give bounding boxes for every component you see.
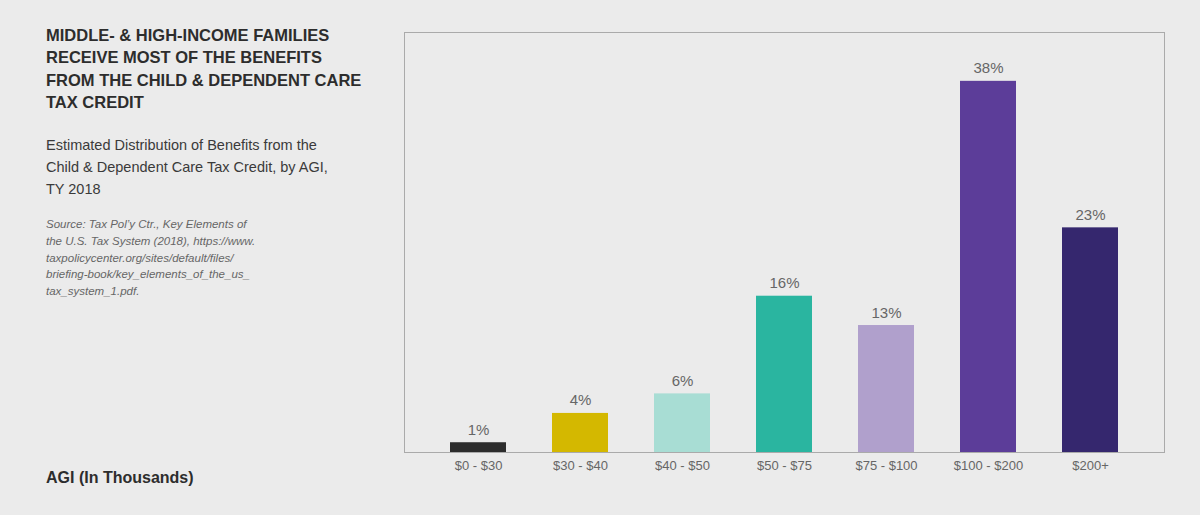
svg-text:23%: 23% bbox=[1075, 206, 1105, 223]
svg-text:6%: 6% bbox=[672, 372, 694, 389]
svg-text:38%: 38% bbox=[973, 59, 1003, 76]
html-text:MIDDLE- & HIGH-INCOME FAMILIES: MIDDLE- & HIGH-INCOME FAMILIES RECEIVE M… bbox=[46, 26, 362, 111]
svg-text:$100 - $200: $100 - $200 bbox=[954, 458, 1023, 473]
html-text:Estimated Distribution of Bene: Estimated Distribution of Benefits from … bbox=[46, 137, 328, 197]
svg-text:4%: 4% bbox=[570, 391, 592, 408]
svg-text:1%: 1% bbox=[468, 421, 490, 438]
svg-text:$30 - $40: $30 - $40 bbox=[553, 458, 608, 473]
svg-text:$40 - $50: $40 - $50 bbox=[655, 458, 710, 473]
svg-text:$75 - $100: $75 - $100 bbox=[855, 458, 917, 473]
svg-text:16%: 16% bbox=[769, 274, 799, 291]
svg-text:$0 - $30: $0 - $30 bbox=[455, 458, 503, 473]
svg-text:$50 - $75: $50 - $75 bbox=[757, 458, 812, 473]
svg-text:$200+: $200+ bbox=[1072, 458, 1109, 473]
html-text:Source: Tax Pol’y Ctr., Key El: Source: Tax Pol’y Ctr., Key Elements of … bbox=[46, 218, 256, 297]
html-text:AGI (In Thousands): AGI (In Thousands) bbox=[46, 469, 194, 486]
svg-text:13%: 13% bbox=[871, 304, 901, 321]
